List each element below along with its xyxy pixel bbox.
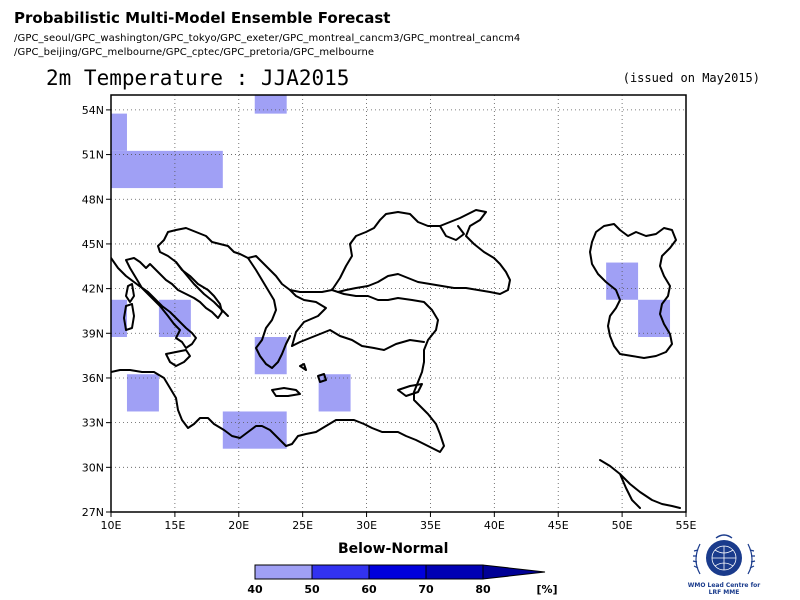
prob-cell-10 <box>222 411 287 449</box>
legend-label-70: 70 <box>418 583 434 596</box>
lat-tick-27N: 27N <box>82 506 104 519</box>
coast-corsica <box>125 283 135 303</box>
coast-sicily <box>165 349 191 367</box>
lon-tick-25E: 25E <box>292 519 313 532</box>
coast-turkey-west <box>289 289 327 347</box>
below-normal-cells <box>111 95 671 449</box>
legend-swatch-40-50 <box>254 564 313 580</box>
wmo-emblem-icon <box>692 534 756 576</box>
legend-swatch-60-70 <box>368 564 427 580</box>
prob-cell-3 <box>111 299 127 338</box>
legend-colorbar: 40 50 60 70 80 [%] <box>247 564 558 596</box>
lon-tick-10E: 10E <box>101 519 122 532</box>
longitude-axis: 10E 15E 20E 25E 30E 35E 40E 45E 50E 55E <box>101 512 697 532</box>
lon-tick-30E: 30E <box>356 519 377 532</box>
lon-tick-35E: 35E <box>420 519 441 532</box>
prob-cell-5 <box>606 262 639 300</box>
coast-cyprus <box>397 383 423 397</box>
header-title: Probabilistic Multi-Model Ensemble Forec… <box>14 9 391 27</box>
lat-tick-36N: 36N <box>82 372 104 385</box>
lat-tick-48N: 48N <box>82 193 104 206</box>
lat-tick-42N: 42N <box>82 283 104 296</box>
coast-azov <box>439 225 465 241</box>
lon-tick-45E: 45E <box>548 519 569 532</box>
lon-tick-15E: 15E <box>164 519 185 532</box>
coast-crete <box>271 387 301 397</box>
models-line-2: /GPC_beijing/GPC_melbourne/GPC_cptec/GPC… <box>14 47 375 58</box>
coast-caspian <box>589 223 677 359</box>
legend-label-60: 60 <box>361 583 377 596</box>
lon-tick-50E: 50E <box>612 519 633 532</box>
lat-tick-54N: 54N <box>82 104 104 117</box>
lat-tick-51N: 51N <box>82 149 104 162</box>
legend-label-40: 40 <box>247 583 263 596</box>
legend-swatch-50-60 <box>311 564 370 580</box>
legend-swatch-80-plus <box>482 564 546 580</box>
prob-cell-1 <box>111 113 127 151</box>
lat-lon-grid <box>111 95 686 512</box>
prob-cell-2 <box>111 150 223 189</box>
legend-label-50: 50 <box>304 583 320 596</box>
map-title: 2m Temperature : JJA2015 <box>46 66 350 90</box>
coast-mainland <box>111 227 445 453</box>
prob-cell-8 <box>126 374 159 412</box>
coast-black-sea <box>331 209 511 295</box>
coast-persian-gulf <box>599 459 681 509</box>
prob-cell-6 <box>638 299 671 338</box>
legend-label-80: 80 <box>475 583 491 596</box>
coast-turkey-south <box>291 329 425 351</box>
logo-text-line1: WMO Lead Centre for <box>687 582 761 589</box>
latitude-axis: 54N 51N 48N 45N 42N 39N 36N 33N 30N 27N <box>82 104 111 519</box>
legend-title: Below-Normal <box>338 541 449 557</box>
coast-aegean-islands <box>299 363 327 383</box>
lat-tick-30N: 30N <box>82 461 104 474</box>
wmo-logo: WMO Lead Centre for LRF MME <box>686 530 762 600</box>
coast-adriatic <box>175 261 229 317</box>
legend-swatch-70-80 <box>425 564 484 580</box>
models-line-1: /GPC_seoul/GPC_washington/GPC_tokyo/GPC_… <box>14 33 521 44</box>
logo-text-line2: LRF MME <box>708 589 740 596</box>
coast-greece <box>247 257 291 369</box>
lon-tick-40E: 40E <box>484 519 505 532</box>
lat-tick-39N: 39N <box>82 327 104 340</box>
lon-tick-20E: 20E <box>228 519 249 532</box>
issued-date: (issued on May2015) <box>622 71 760 85</box>
coast-sardinia <box>123 303 135 331</box>
legend-unit: [%] <box>536 583 557 596</box>
coastlines <box>111 209 681 509</box>
prob-cell-0 <box>254 95 287 114</box>
prob-cell-4 <box>158 299 191 338</box>
lat-tick-33N: 33N <box>82 417 104 430</box>
lon-tick-55E: 55E <box>676 519 697 532</box>
lat-tick-45N: 45N <box>82 238 104 251</box>
map-frame <box>110 94 687 513</box>
